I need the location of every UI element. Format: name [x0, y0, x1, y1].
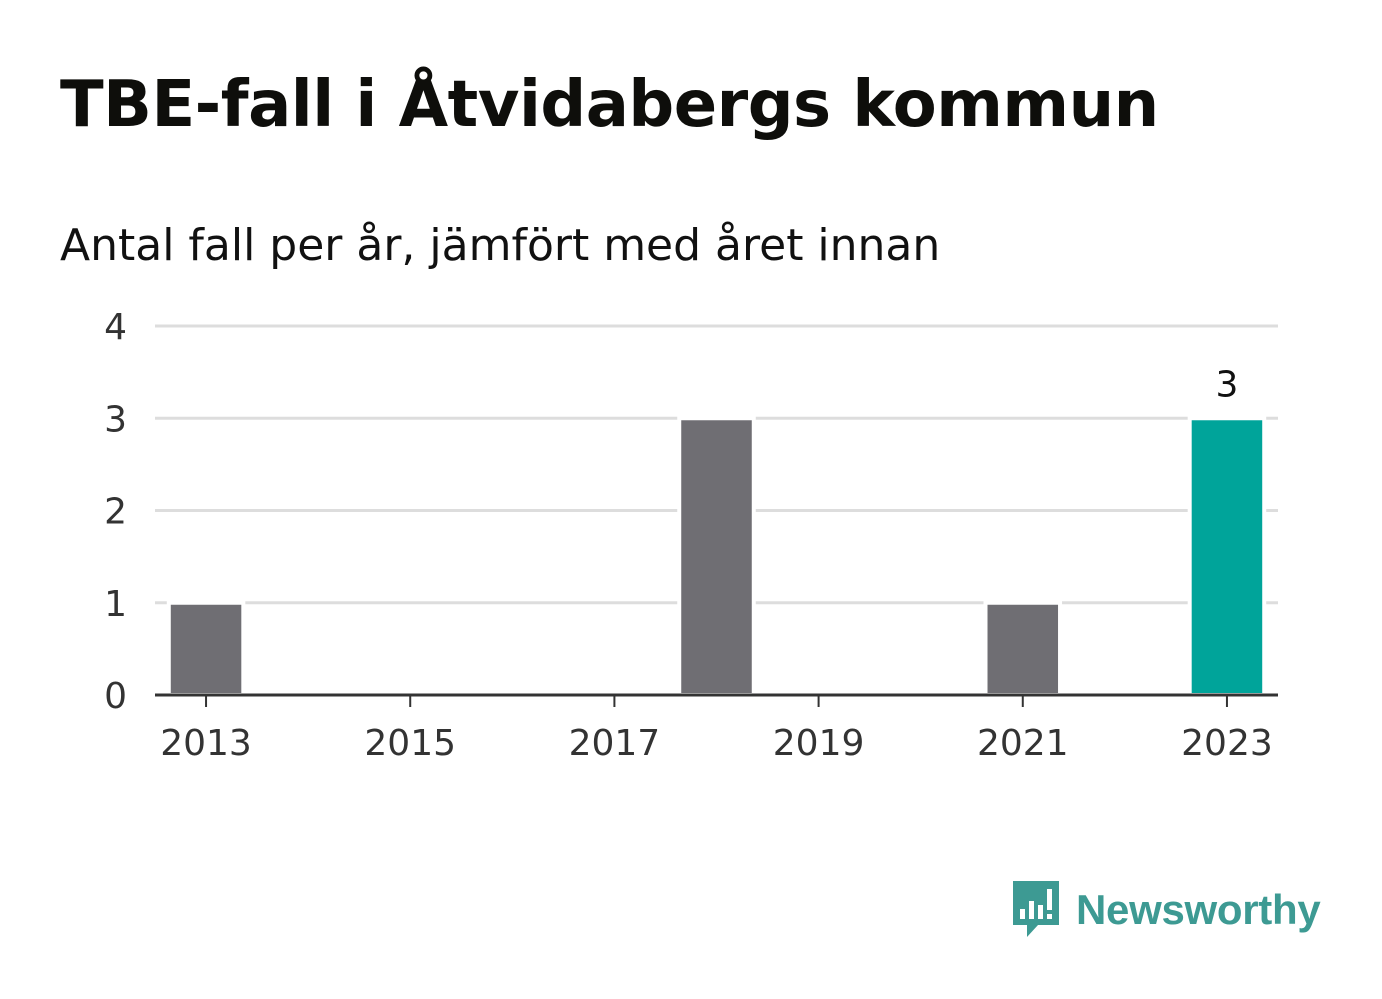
logo-bar-1	[1020, 909, 1025, 919]
y-tick-label: 3	[104, 399, 127, 440]
chart-subtitle: Antal fall per år, jämfört med året inna…	[60, 220, 941, 271]
logo-badge	[1013, 881, 1059, 937]
logo-bar-2	[1029, 901, 1034, 919]
logo-dot	[1047, 914, 1052, 919]
data-label: 3	[1216, 364, 1239, 405]
y-tick-label: 4	[104, 307, 127, 348]
bars	[166, 416, 1267, 697]
y-tick-label: 0	[104, 676, 127, 717]
logo-bar-4	[1047, 889, 1052, 910]
bar	[983, 600, 1063, 697]
x-tick-label: 2021	[977, 723, 1069, 764]
x-tick-label: 2015	[364, 723, 456, 764]
axes	[155, 693, 1278, 707]
newsworthy-logo-icon	[1013, 881, 1059, 937]
logo-bar-3	[1038, 905, 1043, 919]
bar-highlight	[1187, 416, 1267, 697]
bar	[677, 416, 756, 697]
x-tick-label: 2019	[773, 723, 865, 764]
labels: 0 1 2 3 4 2013 2015 2017 2019 2021 2023 3	[104, 307, 1273, 764]
bar	[166, 600, 246, 697]
brand-name: Newsworthy	[1076, 886, 1321, 933]
y-tick-label: 1	[104, 584, 127, 625]
chart-title: TBE-fall i Åtvidabergs kommun	[60, 68, 1159, 142]
x-tick-label: 2023	[1181, 723, 1273, 764]
x-tick-label: 2013	[160, 723, 252, 764]
y-tick-label: 2	[104, 492, 127, 533]
x-tick-label: 2017	[569, 723, 661, 764]
newsworthy-logo: Newsworthy	[1010, 878, 1321, 942]
